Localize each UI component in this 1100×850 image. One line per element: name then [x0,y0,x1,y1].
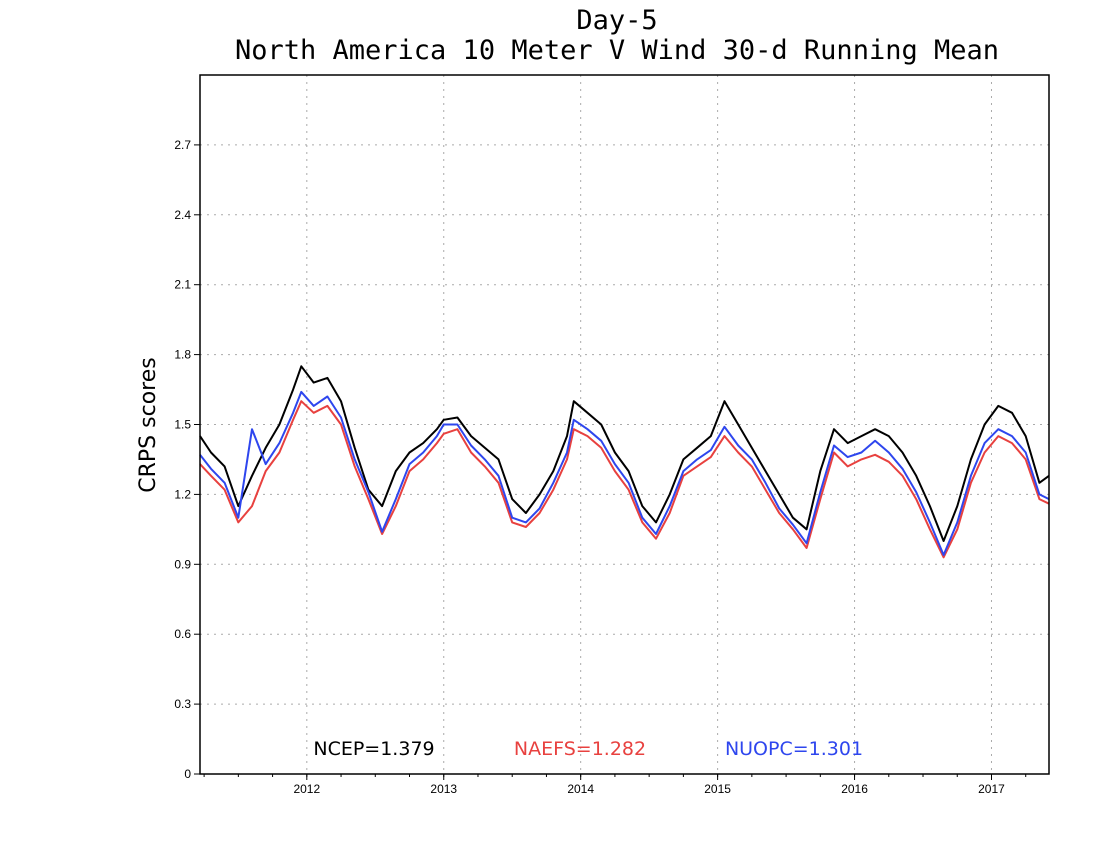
legend-entry-ncep: NCEP=1.379 [313,738,434,760]
series-line-ncep [199,365,1050,542]
y-axis-label: CRPS scores [136,357,161,492]
y-tick-label: 0 [184,767,191,781]
legend: NCEP=1.379 NAEFS=1.282 NUOPC=1.301 [313,738,863,760]
y-tick-label: 2.1 [174,278,191,292]
x-tick-label: 2014 [567,782,594,796]
y-tick-label: 0.3 [174,697,191,711]
legend-entry-naefs: NAEFS=1.282 [514,738,646,760]
series-line-nuopc [199,390,1050,556]
x-axis: 2012 2013 2014 2015 2016 2017 [203,774,1027,796]
y-tick-label: 0.9 [174,557,191,571]
x-tick-label: 2015 [704,782,731,796]
chart-subtitle: North America 10 Meter V Wind 30-d Runni… [235,35,999,66]
series-line-naefs [199,400,1050,559]
y-axis: 0 0.3 0.6 0.9 1.2 1.5 1.8 2.1 2.4 2.7 [174,138,200,781]
legend-entry-nuopc: NUOPC=1.301 [725,738,863,760]
series-layer [199,365,1050,559]
x-tick-label: 2016 [841,782,868,796]
y-tick-label: 1.2 [174,487,191,501]
x-tick-label: 2017 [978,782,1005,796]
y-tick-label: 1.8 [174,348,191,362]
x-tick-label: 2013 [430,782,457,796]
x-tick-label: 2012 [293,782,320,796]
chart-title: Day-5 [576,5,657,36]
plot-frame [199,74,1050,775]
y-tick-label: 0.6 [174,627,191,641]
grid [200,75,1049,774]
y-tick-label: 2.4 [174,208,191,222]
y-tick-label: 1.5 [174,418,191,432]
y-tick-label: 2.7 [174,138,191,152]
